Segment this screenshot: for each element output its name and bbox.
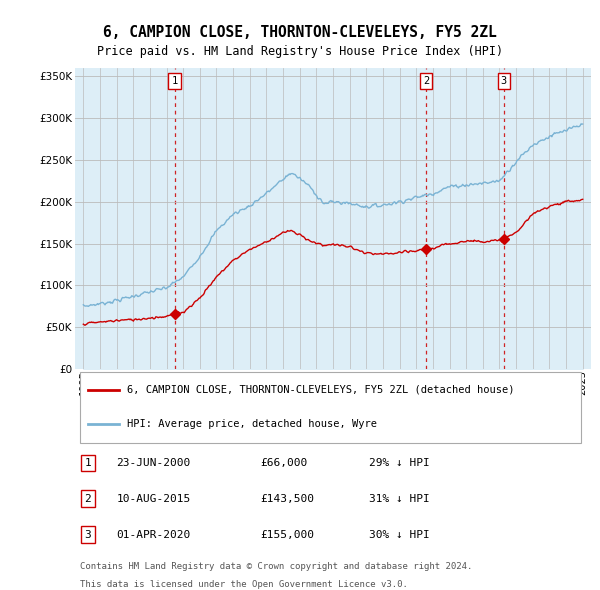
Text: HPI: Average price, detached house, Wyre: HPI: Average price, detached house, Wyre: [127, 419, 377, 429]
Text: 6, CAMPION CLOSE, THORNTON-CLEVELEYS, FY5 2ZL (detached house): 6, CAMPION CLOSE, THORNTON-CLEVELEYS, FY…: [127, 385, 514, 395]
Text: 2: 2: [85, 494, 91, 504]
Text: This data is licensed under the Open Government Licence v3.0.: This data is licensed under the Open Gov…: [80, 580, 408, 589]
Text: 3: 3: [85, 530, 91, 539]
Text: 01-APR-2020: 01-APR-2020: [116, 530, 191, 539]
Text: 29% ↓ HPI: 29% ↓ HPI: [369, 458, 430, 468]
Text: 6, CAMPION CLOSE, THORNTON-CLEVELEYS, FY5 2ZL: 6, CAMPION CLOSE, THORNTON-CLEVELEYS, FY…: [103, 25, 497, 40]
FancyBboxPatch shape: [80, 372, 581, 443]
Text: Contains HM Land Registry data © Crown copyright and database right 2024.: Contains HM Land Registry data © Crown c…: [80, 562, 473, 571]
Text: Price paid vs. HM Land Registry's House Price Index (HPI): Price paid vs. HM Land Registry's House …: [97, 45, 503, 58]
Text: 1: 1: [85, 458, 91, 468]
Text: £66,000: £66,000: [261, 458, 308, 468]
Text: £143,500: £143,500: [261, 494, 315, 504]
Text: 23-JUN-2000: 23-JUN-2000: [116, 458, 191, 468]
Text: 2: 2: [423, 76, 430, 86]
Text: 3: 3: [500, 76, 507, 86]
Text: 10-AUG-2015: 10-AUG-2015: [116, 494, 191, 504]
Text: £155,000: £155,000: [261, 530, 315, 539]
Text: 30% ↓ HPI: 30% ↓ HPI: [369, 530, 430, 539]
Text: 1: 1: [172, 76, 178, 86]
Text: 31% ↓ HPI: 31% ↓ HPI: [369, 494, 430, 504]
